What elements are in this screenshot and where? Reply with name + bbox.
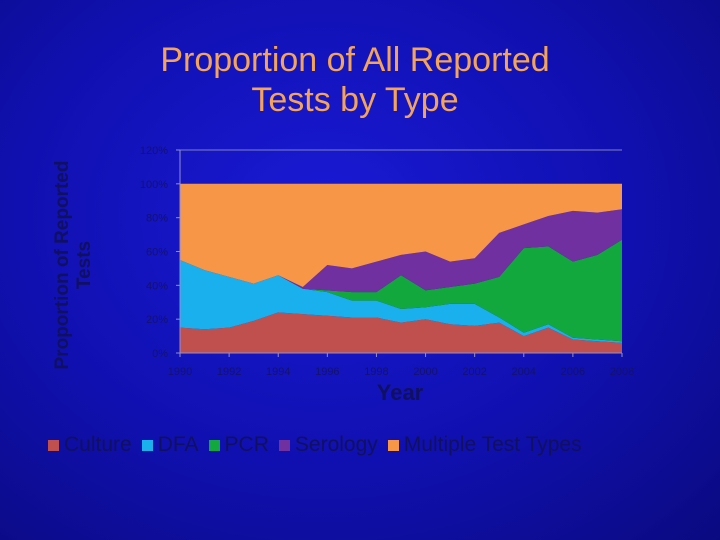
- area-multiple-test-types: [180, 183, 622, 287]
- legend-label: DFA: [157, 433, 199, 456]
- legend: Culture DFA PCR Serology Multiple Test Types: [48, 430, 592, 460]
- x-tick-label: 1994: [266, 366, 290, 378]
- y-tick-label: 0%: [152, 348, 168, 360]
- x-tick-label: 1992: [217, 366, 241, 378]
- legend-item-pcr: PCR: [208, 433, 269, 457]
- legend-label: Culture: [64, 433, 132, 456]
- area-serology: [180, 209, 622, 293]
- y-tick-label: 20%: [146, 314, 168, 326]
- legend-item-culture: Culture: [48, 433, 132, 457]
- x-tick-label: 1990: [168, 366, 192, 378]
- legend-item-multiple-test-types: Multiple Test Types: [387, 433, 582, 457]
- legend-swatch: [278, 439, 290, 451]
- legend-label: Multiple Test Types: [403, 433, 582, 456]
- chart-title: Proportion of All Reported Tests by Type: [160, 41, 550, 119]
- x-tick-label: 2006: [561, 366, 585, 378]
- y-tick-label: 40%: [146, 280, 168, 292]
- legend-item-dfa: DFA: [141, 433, 199, 457]
- x-tick-label: 2008: [610, 366, 634, 378]
- x-tick-label: 2004: [512, 366, 536, 378]
- area-dfa: [180, 260, 622, 343]
- y-tick-label: 120%: [140, 145, 168, 157]
- legend-item-serology: Serology: [278, 433, 378, 457]
- x-axis-label: Year: [376, 380, 424, 405]
- x-tick-label: 2002: [462, 366, 486, 378]
- x-tick-label: 1996: [315, 366, 339, 378]
- legend-label: Serology: [294, 433, 378, 456]
- x-tick-label: 1998: [364, 366, 388, 378]
- legend-swatch: [48, 439, 59, 451]
- y-tick-label: 100%: [140, 179, 168, 191]
- area-pcr: [180, 239, 622, 342]
- legend-swatch: [208, 439, 220, 451]
- area-culture: [180, 312, 622, 353]
- legend-swatch: [141, 439, 153, 451]
- legend-label: PCR: [224, 433, 269, 456]
- y-tick-label: 80%: [146, 213, 168, 225]
- legend-swatch: [387, 439, 399, 451]
- y-tick-label: 60%: [146, 247, 168, 259]
- x-tick-label: 2000: [413, 366, 437, 378]
